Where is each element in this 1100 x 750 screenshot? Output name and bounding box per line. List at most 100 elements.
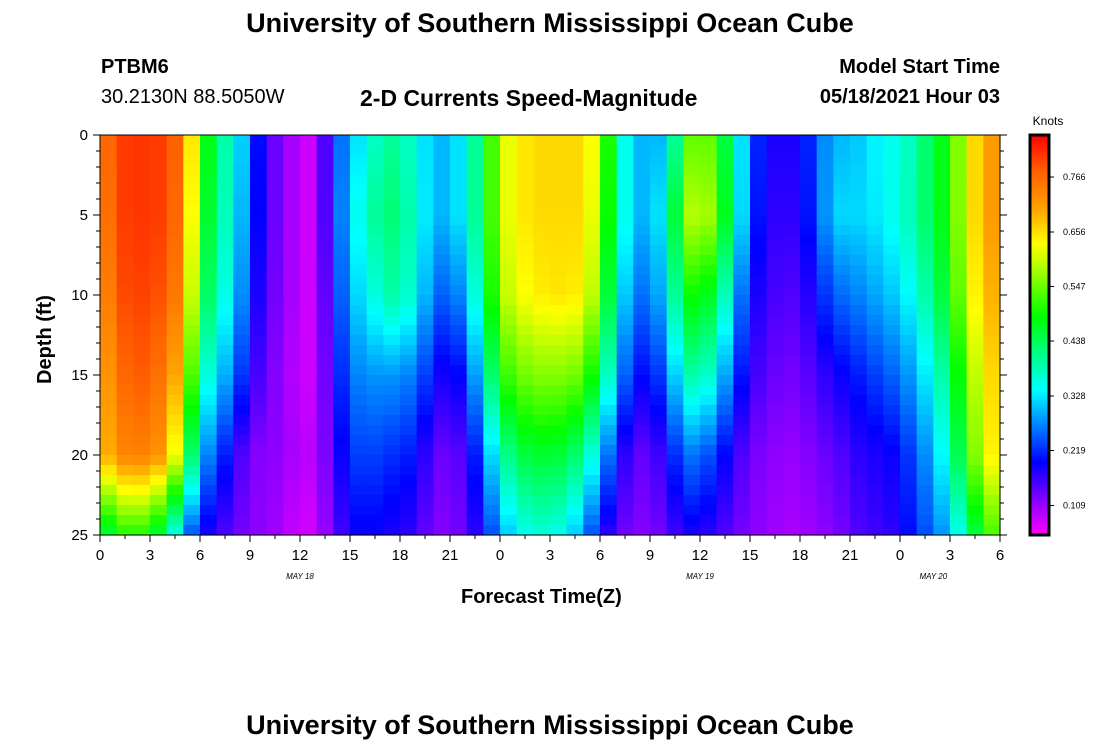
heatmap-cell — [716, 355, 734, 366]
heatmap-cell — [150, 515, 168, 526]
heatmap-cell — [716, 305, 734, 316]
heatmap-cell — [366, 335, 384, 346]
heatmap-cell — [633, 365, 651, 376]
heatmap-cell — [750, 395, 768, 406]
heatmap-cell — [766, 205, 784, 216]
colorbar-tick-label: 0.219 — [1063, 446, 1086, 456]
heatmap-cell — [833, 255, 851, 266]
heatmap-cell — [750, 255, 768, 266]
heatmap-cell — [783, 395, 801, 406]
heatmap-cell — [366, 345, 384, 356]
heatmap-cell — [866, 145, 884, 156]
heatmap-cell — [833, 415, 851, 426]
heatmap-cell — [383, 205, 401, 216]
heatmap-cell — [983, 425, 1001, 436]
heatmap-cell — [500, 295, 518, 306]
heatmap-cell — [950, 495, 968, 506]
heatmap-cell — [316, 455, 334, 466]
heatmap-cell — [550, 275, 568, 286]
heatmap-cell — [616, 395, 634, 406]
heatmap-cell — [933, 475, 951, 486]
heatmap-cell — [783, 235, 801, 246]
heatmap-cell — [850, 435, 868, 446]
heatmap-cell — [116, 485, 134, 496]
heatmap-cell — [816, 305, 834, 316]
heatmap-cell — [316, 305, 334, 316]
heatmap-cell — [333, 255, 351, 266]
heatmap-cell — [366, 145, 384, 156]
heatmap-cell — [650, 255, 668, 266]
heatmap-cell — [616, 165, 634, 176]
heatmap-cell — [366, 395, 384, 406]
heatmap-cell — [183, 395, 201, 406]
heatmap-cell — [483, 525, 501, 536]
heatmap-cell — [133, 515, 151, 526]
heatmap-cell — [266, 475, 284, 486]
heatmap-cell — [116, 475, 134, 486]
heatmap-cell — [283, 375, 301, 386]
x-tick-label: 12 — [292, 547, 309, 564]
heatmap-cell — [433, 275, 451, 286]
heatmap-cell — [116, 265, 134, 276]
heatmap-cell — [183, 255, 201, 266]
heatmap-cell — [733, 435, 751, 446]
heatmap-cell — [583, 375, 601, 386]
heatmap-cell — [916, 455, 934, 466]
heatmap-cell — [466, 335, 484, 346]
heatmap-cell — [933, 195, 951, 206]
heatmap-cell — [883, 155, 901, 166]
heatmap-cell — [883, 405, 901, 416]
heatmap-cell — [383, 135, 401, 146]
heatmap-cell — [883, 495, 901, 506]
heatmap-cell — [400, 325, 418, 336]
heatmap-cell — [866, 355, 884, 366]
heatmap-cell — [666, 385, 684, 396]
heatmap-cell — [883, 385, 901, 396]
heatmap-cell — [866, 295, 884, 306]
heatmap-cell — [800, 435, 818, 446]
heatmap-cell — [100, 515, 118, 526]
heatmap-cell — [800, 265, 818, 276]
heatmap-cell — [450, 185, 468, 196]
heatmap-cell — [383, 325, 401, 336]
heatmap-cell — [133, 475, 151, 486]
heatmap-cell — [700, 525, 718, 536]
heatmap-cell — [733, 205, 751, 216]
heatmap-cell — [100, 145, 118, 156]
heatmap-cell — [116, 145, 134, 156]
heatmap-cell — [866, 375, 884, 386]
heatmap-cell — [316, 195, 334, 206]
heatmap-cell — [883, 245, 901, 256]
heatmap-cell — [233, 515, 251, 526]
heatmap-cell — [150, 355, 168, 366]
heatmap-cell — [883, 325, 901, 336]
heatmap-cell — [616, 345, 634, 356]
heatmap-cell — [166, 485, 184, 496]
heatmap-cell — [516, 285, 534, 296]
heatmap-cell — [333, 145, 351, 156]
heatmap-cell — [916, 165, 934, 176]
heatmap-cell — [700, 395, 718, 406]
heatmap-cell — [966, 515, 984, 526]
heatmap-cell — [250, 415, 268, 426]
heatmap-cell — [700, 245, 718, 256]
heatmap-cell — [683, 355, 701, 366]
heatmap-cell — [533, 315, 551, 326]
heatmap-cell — [383, 365, 401, 376]
heatmap-cell — [483, 255, 501, 266]
heatmap-cell — [183, 205, 201, 216]
heatmap-cell — [783, 455, 801, 466]
heatmap-cell — [366, 505, 384, 516]
heatmap-cell — [400, 455, 418, 466]
heatmap-cell — [483, 355, 501, 366]
heatmap-cell — [100, 525, 118, 536]
heatmap-cell — [883, 485, 901, 496]
heatmap-cell — [266, 185, 284, 196]
heatmap-cell — [983, 295, 1001, 306]
heatmap-cell — [166, 415, 184, 426]
heatmap-cell — [750, 145, 768, 156]
heatmap-cell — [866, 335, 884, 346]
heatmap-cell — [733, 505, 751, 516]
heatmap-cell — [433, 175, 451, 186]
heatmap-cell — [650, 465, 668, 476]
